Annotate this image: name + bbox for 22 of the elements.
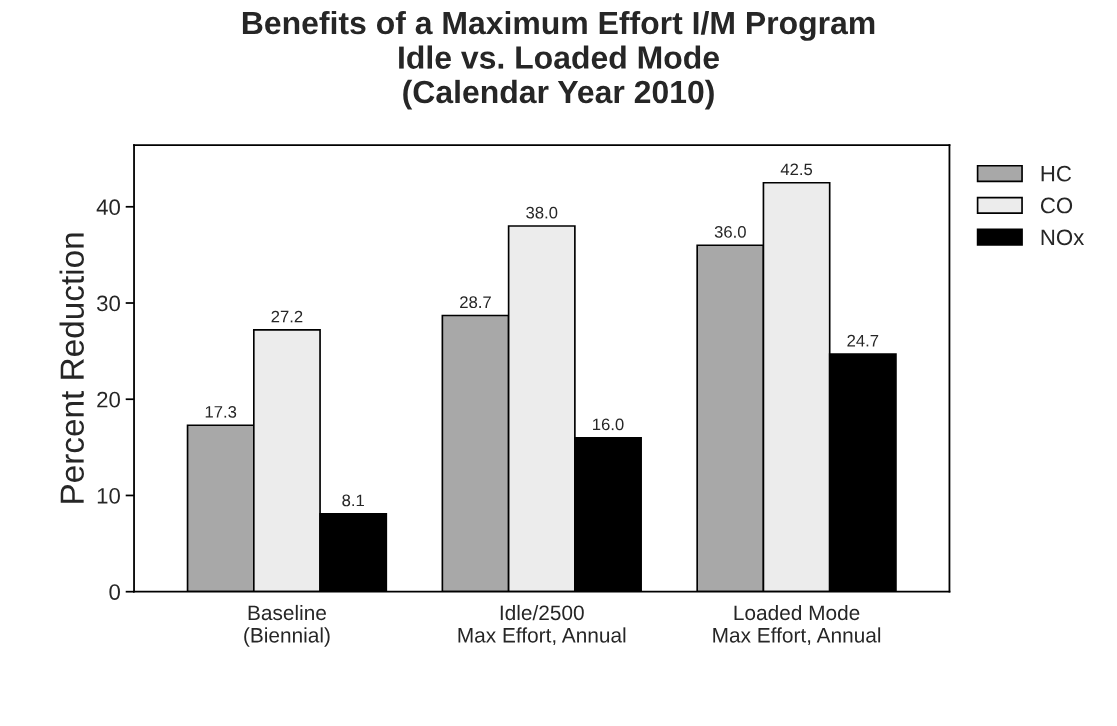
y-tick-label: 30	[96, 295, 120, 312]
data-label: 38.0	[526, 206, 558, 219]
legend-label: HC	[1041, 165, 1072, 182]
y-tick-label: 10	[97, 488, 120, 504]
y-tick-label: 0	[109, 584, 120, 600]
legend-label: NOx	[1041, 229, 1085, 246]
data-label: 24.7	[847, 334, 879, 347]
y-tick-label: 20	[97, 391, 120, 408]
data-label: 17.3	[205, 405, 237, 418]
data-label: 28.7	[460, 296, 491, 309]
data-label: 36.0	[714, 226, 746, 238]
data-label: 27.2	[271, 310, 303, 323]
y-axis-title: Percent Reduction	[59, 233, 84, 503]
x-tick-label: Loaded Mode Max Effort, Annual	[713, 604, 881, 646]
x-tick-label: Idle/2500 Max Effort, Annual	[458, 604, 626, 646]
data-label: 16.0	[593, 418, 624, 431]
chart-title: Benefits of a Maximum Effort I/M Program Idle vs. Loaded Mode (Calendar Year 2010)	[242, 10, 875, 110]
x-tick-label: Baseline (Biennial)	[244, 604, 330, 647]
y-tick-label: 40	[96, 199, 120, 216]
data-label: 8.1	[342, 494, 364, 507]
data-label: 42.5	[780, 163, 813, 176]
legend-label: CO	[1040, 197, 1073, 214]
